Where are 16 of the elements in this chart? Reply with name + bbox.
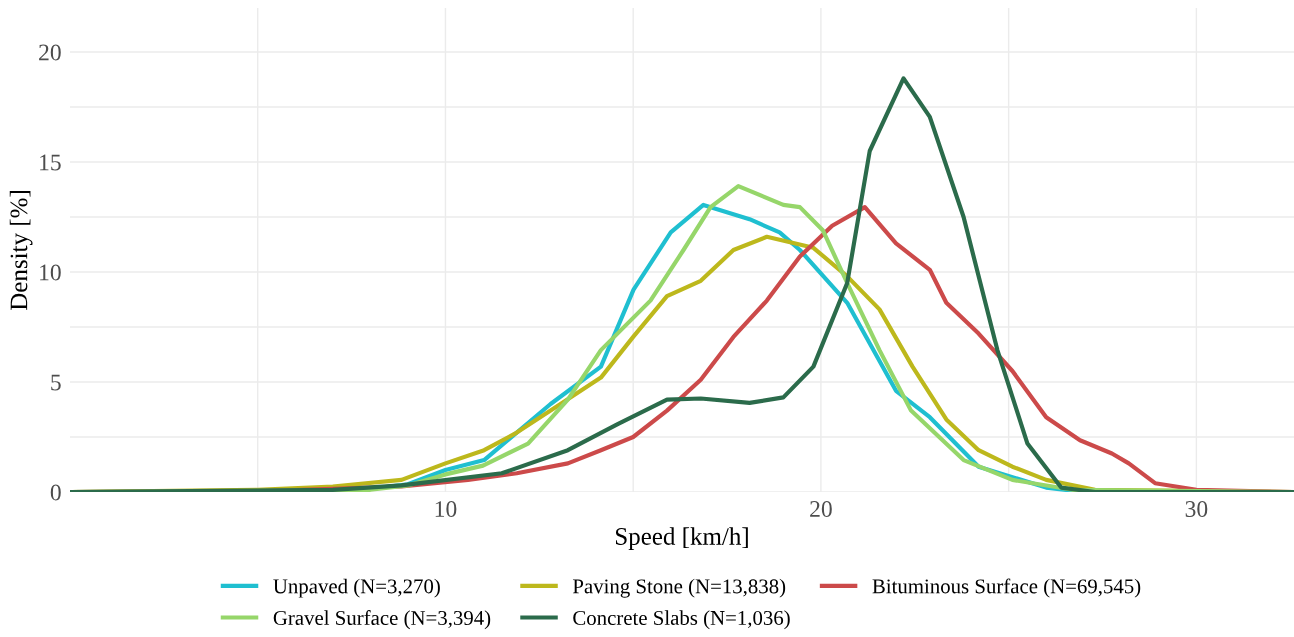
y-tick-label: 10 (40, 264, 61, 281)
x-axis-title: Speed [km/h] (615, 527, 748, 550)
x-tick-label: 20 (810, 501, 832, 517)
legend-label: Unpaved (N=3,270) (273, 578, 440, 598)
legend-label: Bituminous Surface (N=69,545) (872, 578, 1141, 598)
y-axis-title: Density [%] (9, 191, 33, 311)
y-tick-label: 5 (51, 374, 61, 391)
y-tick-label: 20 (39, 44, 61, 61)
legend-label: Paving Stone (N=13,838) (572, 578, 786, 598)
line-series (70, 76, 1294, 492)
legend-label: Concrete Slabs (N=1,036) (573, 610, 790, 630)
x-tick-label: 10 (435, 501, 457, 517)
y-tick-label: 0 (50, 484, 61, 501)
y-tick-label: 15 (40, 154, 61, 171)
legend-label: Gravel Surface (N=3,394) (273, 610, 491, 630)
x-tick-label: 30 (1185, 501, 1208, 517)
